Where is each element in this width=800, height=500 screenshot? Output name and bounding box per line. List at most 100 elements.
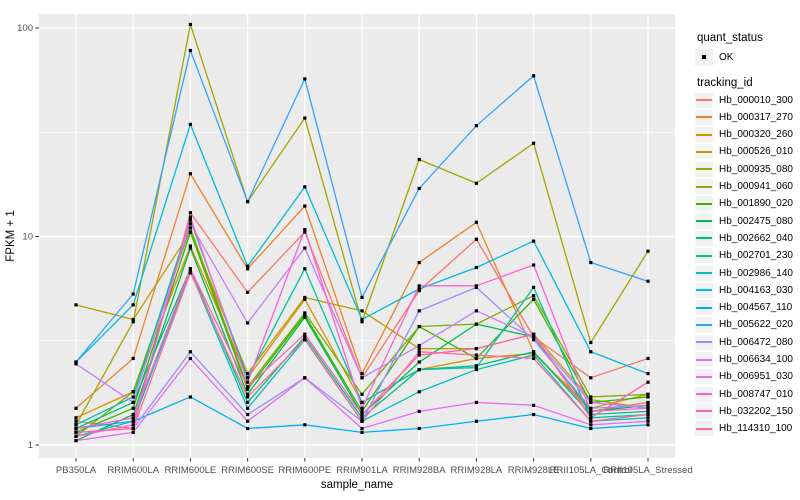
data-point <box>360 376 364 380</box>
data-point <box>646 380 650 384</box>
data-point <box>646 249 650 253</box>
data-point <box>417 367 421 372</box>
data-point <box>532 239 536 243</box>
data-point <box>417 324 421 329</box>
data-point <box>303 230 307 234</box>
x-axis-title: sample_name <box>320 479 394 491</box>
data-point <box>360 295 364 300</box>
data-point <box>417 289 421 293</box>
data-point <box>303 376 307 380</box>
data-point <box>246 419 250 423</box>
data-point <box>246 267 250 271</box>
data-point <box>131 320 135 324</box>
data-point <box>246 380 250 384</box>
data-point <box>246 395 250 399</box>
data-point <box>188 22 192 27</box>
data-point <box>646 356 650 361</box>
x-tick-label: RRIM600LE <box>165 465 217 476</box>
data-point <box>131 416 135 420</box>
data-point <box>532 74 536 78</box>
data-point <box>646 419 650 423</box>
data-point <box>131 390 135 394</box>
data-point <box>188 211 192 215</box>
data-point <box>589 395 593 399</box>
data-point <box>131 303 135 307</box>
data-point <box>646 395 650 399</box>
data-point <box>417 390 421 394</box>
data-point <box>646 416 650 420</box>
data-point <box>360 400 364 405</box>
data-point <box>360 409 364 413</box>
data-point <box>131 356 135 361</box>
data-point <box>303 297 307 301</box>
data-point <box>646 400 650 405</box>
data-point <box>646 279 650 283</box>
data-point <box>74 423 78 427</box>
data-point <box>74 426 78 431</box>
data-point <box>360 426 364 431</box>
data-point <box>417 346 421 351</box>
data-point <box>417 426 421 431</box>
data-point <box>589 416 593 420</box>
x-tick-label: RRII105LA_Control <box>550 465 632 476</box>
x-tick-label: RRIM928LE <box>508 465 560 476</box>
data-point <box>131 400 135 405</box>
data-point <box>188 356 192 361</box>
data-point <box>246 200 250 204</box>
data-point <box>417 260 421 265</box>
data-point <box>188 172 192 176</box>
data-point <box>532 294 536 298</box>
data-point <box>474 309 478 313</box>
data-point <box>303 185 307 189</box>
data-point <box>131 412 135 417</box>
data-point <box>131 292 135 296</box>
data-point <box>646 403 650 407</box>
data-point <box>188 244 192 248</box>
data-point <box>303 116 307 120</box>
data-point <box>246 321 250 325</box>
data-point <box>474 364 478 368</box>
data-point <box>131 406 135 410</box>
data-point <box>589 419 593 423</box>
data-point <box>532 338 536 342</box>
data-point <box>303 338 307 342</box>
data-point <box>532 350 536 354</box>
data-point <box>188 48 192 53</box>
data-point <box>589 406 593 410</box>
data-point <box>188 230 192 234</box>
data-point <box>474 265 478 270</box>
data-point <box>246 385 250 389</box>
data-point <box>589 423 593 427</box>
data-point <box>646 392 650 396</box>
data-point <box>417 186 421 191</box>
data-point <box>417 157 421 162</box>
data-point <box>246 290 250 294</box>
data-point <box>474 356 478 361</box>
x-tick-label: PB350LA <box>56 465 97 476</box>
data-point <box>474 400 478 405</box>
data-point <box>474 284 478 288</box>
data-point <box>303 313 307 317</box>
data-point <box>589 340 593 345</box>
data-point <box>589 400 593 405</box>
data-point <box>532 356 536 361</box>
data-point <box>474 346 478 351</box>
data-point <box>303 335 307 339</box>
data-point <box>532 335 536 339</box>
data-point <box>532 353 536 357</box>
data-point <box>474 124 478 128</box>
data-point <box>246 412 250 417</box>
data-point <box>532 412 536 417</box>
data-point <box>188 246 192 250</box>
data-point <box>303 315 307 319</box>
data-point <box>188 267 192 271</box>
data-point <box>532 141 536 145</box>
data-point <box>417 287 421 291</box>
data-point <box>188 218 192 222</box>
x-tick-label: RRIM901LA <box>336 465 388 476</box>
data-point <box>589 412 593 417</box>
data-point <box>246 426 250 431</box>
data-point <box>360 392 364 396</box>
